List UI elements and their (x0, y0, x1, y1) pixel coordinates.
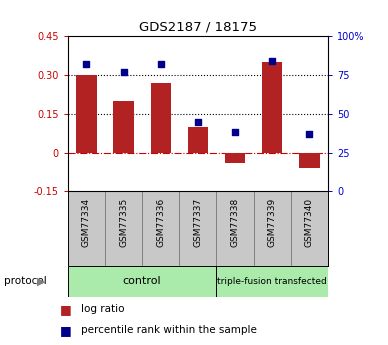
Point (269, 58, 275, 64)
Bar (299, 152, 319, 168)
Bar (188, 127, 208, 152)
Bar (225, 152, 245, 163)
Bar (151, 83, 171, 152)
Text: GSM77337: GSM77337 (193, 197, 203, 247)
Text: ▶: ▶ (36, 276, 45, 286)
Point (306, 131, 312, 137)
Point (121, 69, 127, 75)
Text: GSM77340: GSM77340 (305, 197, 314, 247)
Text: GSM77334: GSM77334 (82, 197, 91, 247)
Text: GSM77339: GSM77339 (268, 197, 277, 247)
Bar (76, 75, 97, 152)
Point (232, 130, 238, 135)
Bar (217, 266, 328, 297)
Text: triple-fusion transfected: triple-fusion transfected (217, 277, 327, 286)
Point (83, 61, 90, 67)
Text: GSM77338: GSM77338 (230, 197, 239, 247)
Text: log ratio: log ratio (81, 304, 125, 314)
Bar (113, 101, 134, 152)
Text: ■: ■ (60, 303, 72, 316)
Text: ■: ■ (60, 324, 72, 337)
Text: GSM77335: GSM77335 (119, 197, 128, 247)
Bar (68, 266, 217, 297)
Text: protocol: protocol (4, 276, 47, 286)
Point (195, 119, 201, 124)
Text: percentile rank within the sample: percentile rank within the sample (81, 325, 257, 335)
Bar (262, 62, 282, 152)
Text: GSM77336: GSM77336 (156, 197, 165, 247)
Text: control: control (123, 276, 161, 286)
Point (158, 61, 164, 67)
Title: GDS2187 / 18175: GDS2187 / 18175 (139, 21, 257, 34)
